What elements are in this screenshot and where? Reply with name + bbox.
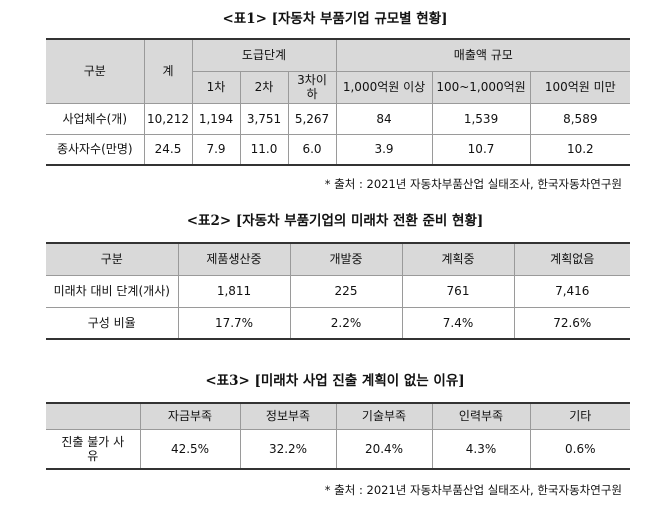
table1-header-sales-group: 매출액 규모	[335, 38, 631, 72]
table3-header-labor: 인력부족	[431, 402, 531, 430]
table-cell: 2.2%	[289, 306, 403, 340]
table3-header-tech: 기술부족	[335, 402, 433, 430]
table1-caption: <표1> [자동차 부품기업 규모별 현황]	[222, 11, 448, 27]
table1: 구분 계 도급단계 매출액 규모 1차 2차 3차이하 1,000억원 이상 1…	[46, 38, 631, 166]
table2-caption: <표2> [자동차 부품기업의 미래차 전환 준비 현황]	[186, 213, 484, 229]
table-cell: 7.4%	[401, 306, 515, 340]
table1-header-tier-group: 도급단계	[191, 38, 337, 72]
table-cell: 4.3%	[431, 428, 531, 470]
table3-header-info: 정보부족	[239, 402, 337, 430]
table-cell: 17.7%	[177, 306, 291, 340]
table-cell: 72.6%	[513, 306, 630, 340]
table-cell: 10,212	[143, 102, 193, 135]
table3-row-label: 진출 불가 사유	[46, 428, 141, 470]
table1-header-total: 계	[143, 38, 193, 104]
table1-row-label: 종사자수(만명)	[46, 133, 145, 166]
table-cell: 1,539	[431, 102, 531, 135]
table-cell: 0.6%	[529, 428, 630, 470]
table-cell: 1,811	[177, 274, 291, 308]
table-row: 사업체수(개) 10,212 1,194 3,751 5,267 84 1,53…	[46, 102, 631, 135]
table-cell: 5,267	[287, 102, 337, 135]
table-cell: 7,416	[513, 274, 630, 308]
table1-source-note: * 출처 : 2021년 자동차부품산업 실태조사, 한국자동차연구원	[324, 177, 622, 191]
table3-caption: <표3> [미래차 사업 진출 계획이 없는 이유]	[205, 373, 465, 389]
table-cell: 7.9	[191, 133, 241, 166]
table2-row-label: 미래차 대비 단계(개사)	[46, 274, 179, 308]
table3: 자금부족 정보부족 기술부족 인력부족 기타 진출 불가 사유 42.5% 32…	[46, 402, 630, 470]
table2-row-label: 구성 비율	[46, 306, 179, 340]
table1-header-category: 구분	[46, 38, 145, 104]
table-cell: 6.0	[287, 133, 337, 166]
table-row: 미래차 대비 단계(개사) 1,811 225 761 7,416	[46, 274, 630, 308]
table2-header-producing: 제품생산중	[177, 242, 291, 276]
table2-header-planning: 계획중	[401, 242, 515, 276]
table1-header-sales-mid: 100~1,000억원	[431, 70, 531, 104]
table3-header-funds: 자금부족	[139, 402, 241, 430]
table-row: 구성 비율 17.7% 2.2% 7.4% 72.6%	[46, 306, 630, 340]
table-cell: 8,589	[529, 102, 631, 135]
table1-header-tier-2: 2차	[239, 70, 289, 104]
table-cell: 84	[335, 102, 433, 135]
table-cell: 761	[401, 274, 515, 308]
table-row: 진출 불가 사유 42.5% 32.2% 20.4% 4.3% 0.6%	[46, 428, 630, 470]
table-cell: 32.2%	[239, 428, 337, 470]
table1-header-tier-3: 3차이하	[287, 70, 337, 104]
table-cell: 225	[289, 274, 403, 308]
table-cell: 42.5%	[139, 428, 241, 470]
table-cell: 11.0	[239, 133, 289, 166]
table2-header-developing: 개발중	[289, 242, 403, 276]
table-cell: 3.9	[335, 133, 433, 166]
table2-header-no-plan: 계획없음	[513, 242, 630, 276]
table3-header-other: 기타	[529, 402, 630, 430]
table1-row-label: 사업체수(개)	[46, 102, 145, 135]
table1-header-sales-large: 1,000억원 이상	[335, 70, 433, 104]
table1-header-sales-small: 100억원 미만	[529, 70, 631, 104]
table-cell: 10.2	[529, 133, 631, 166]
table1-header-tier-1: 1차	[192, 70, 241, 104]
table-cell: 3,751	[239, 102, 289, 135]
table-cell: 1,194	[191, 102, 241, 135]
table2: 구분 제품생산중 개발중 계획중 계획없음 미래차 대비 단계(개사) 1,81…	[46, 242, 630, 340]
table2-header-category: 구분	[46, 242, 179, 276]
table3-header-blank	[46, 402, 141, 430]
table-cell: 20.4%	[335, 428, 433, 470]
table3-source-note: * 출처 : 2021년 자동차부품산업 실태조사, 한국자동차연구원	[324, 483, 622, 497]
table-cell: 10.7	[431, 133, 531, 166]
table-cell: 24.5	[143, 133, 193, 166]
table-row: 종사자수(만명) 24.5 7.9 11.0 6.0 3.9 10.7 10.2	[46, 133, 631, 166]
